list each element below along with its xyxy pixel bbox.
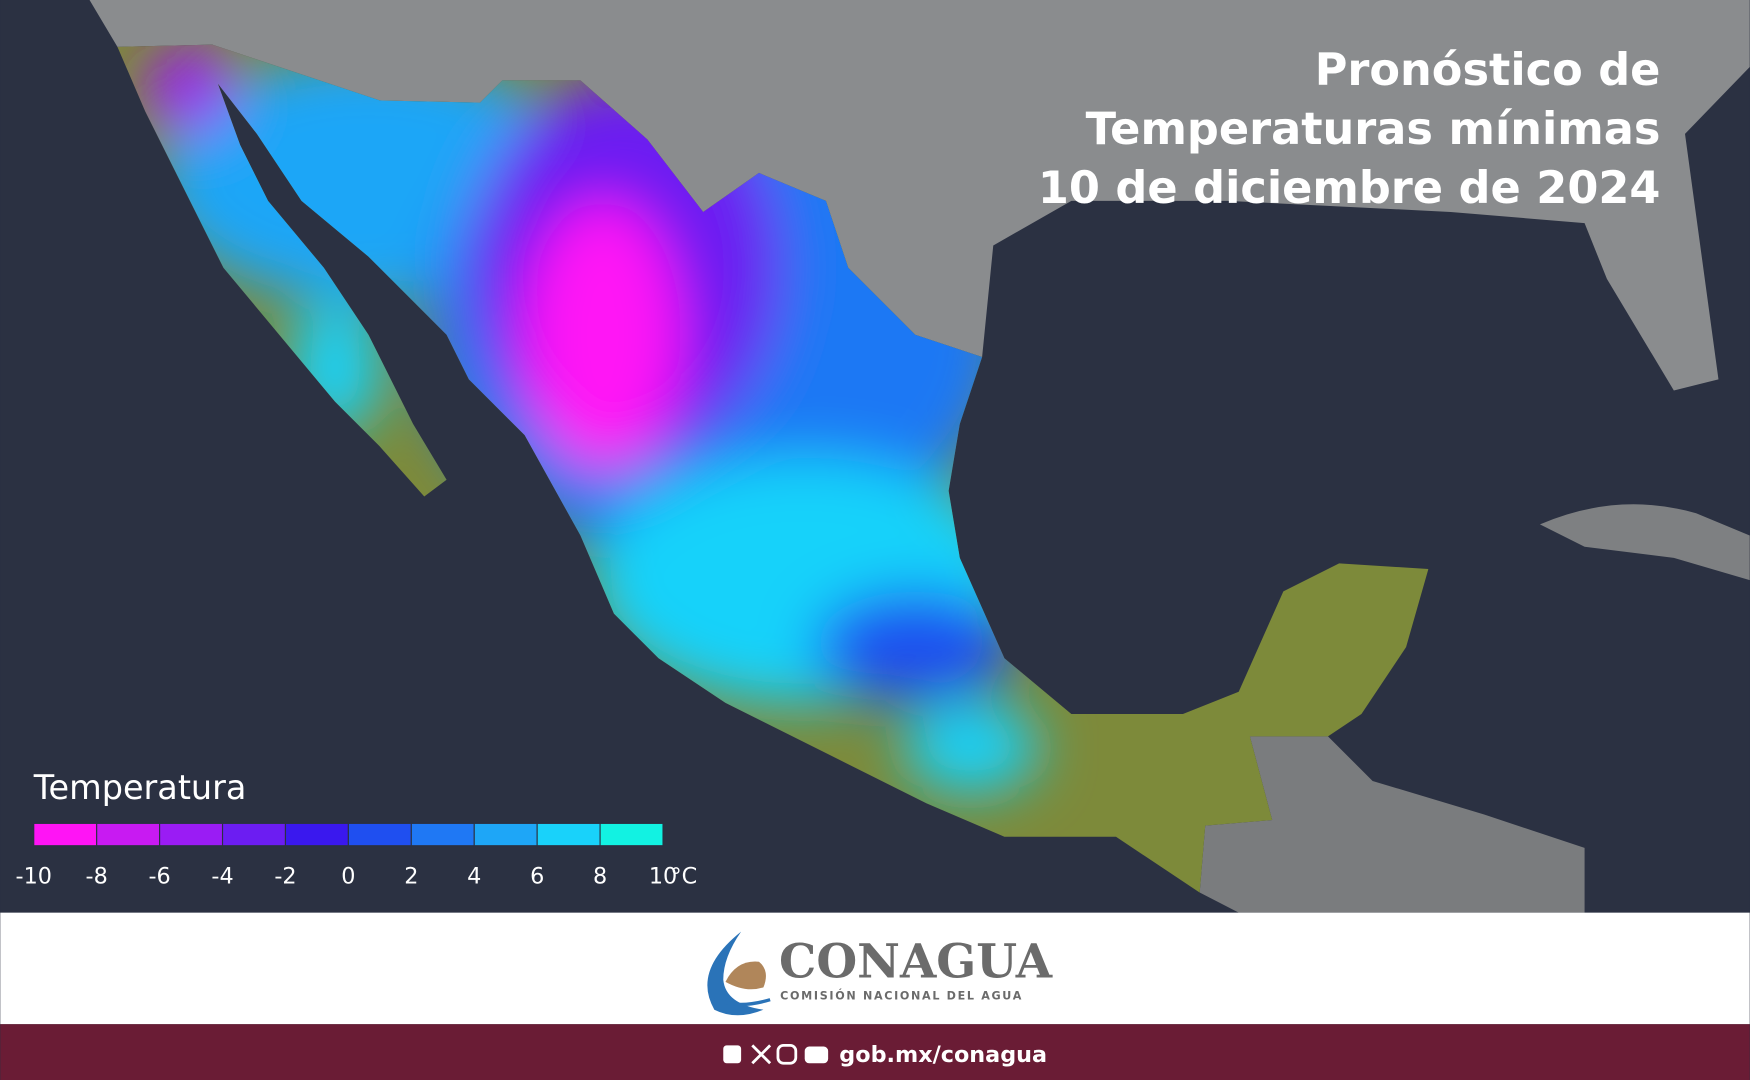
- footer-url: gob.mx/conagua: [839, 1042, 1047, 1068]
- central-america: [1199, 736, 1585, 913]
- legend-title: Temperatura: [33, 768, 247, 807]
- legend-swatch: [96, 822, 161, 847]
- legend-swatch: [221, 822, 287, 847]
- legend-tick-label: 0: [341, 863, 355, 889]
- legend-tick-label: -8: [86, 863, 108, 889]
- legend-swatch: [599, 822, 664, 847]
- legend: -10 -8 -6 -4 -2 0 2 4 6 8 10°C: [16, 822, 698, 889]
- legend-tick-label: 6: [530, 863, 544, 889]
- legend-unit: °C: [671, 863, 698, 889]
- logo-band: [0, 912, 1750, 1025]
- legend-swatch: [410, 822, 475, 847]
- footer-band: [0, 1024, 1750, 1080]
- legend-tick-label: 4: [467, 863, 481, 889]
- legend-tick-label: 8: [593, 863, 607, 889]
- legend-swatch: [473, 822, 538, 847]
- legend-swatch: [33, 822, 98, 847]
- usa-land: [89, 0, 1750, 391]
- legend-tick-label: -6: [148, 863, 170, 889]
- legend-tick-label: -4: [211, 863, 233, 889]
- legend-swatch: [347, 822, 412, 847]
- social-icons: [723, 1044, 829, 1065]
- logo-icon: [707, 931, 771, 1016]
- title-line: Temperaturas mínimas: [1086, 103, 1661, 155]
- legend-swatch: [284, 822, 349, 847]
- legend-tick-label: -10: [16, 863, 52, 889]
- legend-tick-label: 2: [404, 863, 418, 889]
- logo-subtitle: COMISIÓN NACIONAL DEL AGUA: [780, 990, 1023, 1003]
- title-line: Pronóstico de: [1315, 44, 1661, 96]
- cuba: [1539, 504, 1750, 581]
- legend-tick-label: 10: [649, 863, 677, 889]
- logo-name: CONAGUA: [779, 934, 1053, 989]
- legend-tick-label: -2: [274, 863, 296, 889]
- title-line: 10 de diciembre de 2024: [1038, 162, 1661, 214]
- legend-swatch: [159, 822, 224, 847]
- legend-swatch: [536, 822, 601, 847]
